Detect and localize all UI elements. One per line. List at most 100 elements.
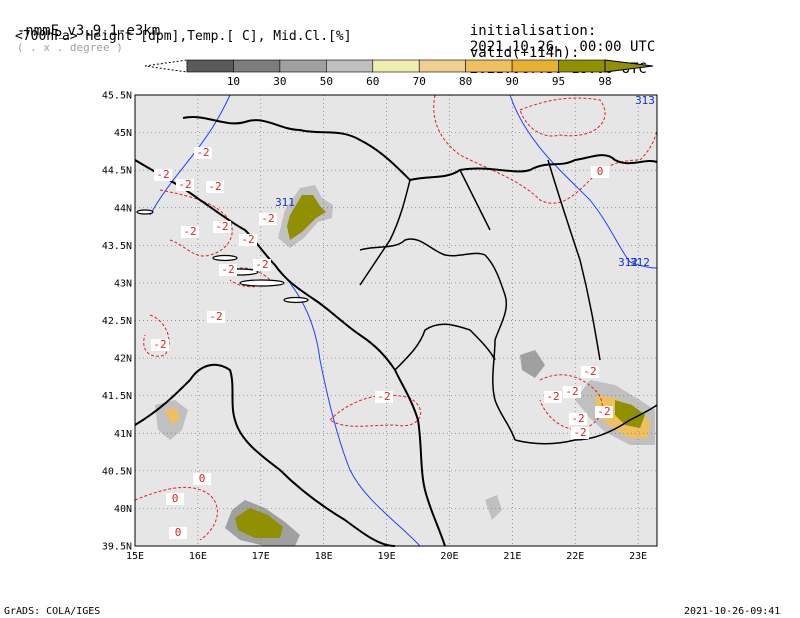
- temperature-contour-label: -2: [208, 180, 221, 193]
- lat-tick-label: 44N: [114, 203, 132, 214]
- colorbar-label: 80: [459, 75, 472, 88]
- colorbar-cell: [372, 59, 420, 73]
- lat-tick-label: 45N: [114, 128, 132, 139]
- lat-tick-label: 40.5N: [102, 466, 132, 477]
- greece-border: [514, 404, 658, 445]
- colorbar-cell: [233, 59, 281, 73]
- northern-border: [182, 116, 658, 182]
- temp-label-bg: [375, 391, 393, 403]
- temperature-contour-label: -2: [377, 390, 390, 403]
- colorbar-label: 70: [413, 75, 426, 88]
- temperature-contour: [159, 189, 233, 257]
- lon-tick-label: 22E: [566, 551, 584, 562]
- height-contour-label: 311: [275, 196, 295, 209]
- lon-tick-label: 18E: [315, 551, 333, 562]
- lon-tick-label: 15E: [126, 551, 144, 562]
- temperature-contour-label: 0: [597, 165, 604, 178]
- colorbar-cell: [558, 59, 606, 73]
- lat-tick-label: 40N: [114, 504, 132, 515]
- border-segment: [547, 159, 601, 361]
- colorbar: 10 30 50 60 70 80 90 95 98: [144, 59, 654, 88]
- temp-label-bg: [151, 339, 169, 351]
- height-contour-label: 313: [635, 94, 655, 107]
- colorbar-cell: [418, 59, 466, 73]
- temperature-contour-label: -2: [571, 412, 584, 425]
- temperature-contour: [329, 394, 422, 427]
- colorbar-cell: [465, 59, 513, 73]
- montenegro-border: [394, 323, 496, 371]
- cloud-patch: [520, 350, 545, 378]
- lon-tick-label: 17E: [252, 551, 270, 562]
- colorbar-label: 98: [598, 75, 611, 88]
- temperature-contour-label: -2: [153, 338, 166, 351]
- valid-label: valid(+114h):: [469, 45, 580, 61]
- height-contour: [509, 94, 658, 269]
- bosnia-border: [359, 179, 411, 286]
- temperature-contours: [134, 94, 658, 541]
- height-contours: [149, 94, 658, 547]
- lat-tick-label: 41N: [114, 429, 132, 440]
- colorbar-label: 50: [320, 75, 333, 88]
- cloud-patch: [165, 408, 180, 425]
- init-time: initialisation: 2021.10.26. 00:00 UTC: [453, 7, 655, 55]
- colorbar-label: 95: [552, 75, 565, 88]
- unit-hint: ( . x . degree ): [16, 41, 123, 54]
- temp-label-bg: [181, 226, 199, 238]
- cloud-cover-areas: [155, 185, 655, 546]
- temperature-contour-label: 0: [172, 492, 179, 505]
- colorbar-cell: [186, 59, 234, 73]
- temp-label-bg: [544, 391, 562, 403]
- footer-left: GrADS: COLA/IGES: [4, 606, 101, 617]
- cloud-patch: [485, 495, 502, 520]
- border-segment: [459, 169, 491, 231]
- cloud-patch: [615, 400, 645, 428]
- temperature-contour: [519, 97, 606, 137]
- lat-tick-label: 42N: [114, 354, 132, 365]
- albanian-coast: [394, 369, 446, 547]
- temp-label-bg: [595, 406, 613, 418]
- colorbar-low-arrow: [144, 59, 188, 73]
- temp-label-bg: [253, 259, 271, 271]
- serbia-border: [359, 238, 516, 441]
- temperature-contour-label: -2: [183, 225, 196, 238]
- temperature-contour-label: -2: [583, 365, 596, 378]
- temperature-contour-label: -2: [196, 146, 209, 159]
- footer-right: 2021-10-26-09:41: [684, 606, 781, 617]
- temperature-contour-label: 0: [199, 472, 206, 485]
- temp-label-bg: [169, 527, 187, 539]
- island: [283, 296, 309, 304]
- coastlines-borders: [134, 116, 658, 547]
- height-contour-label: 312: [618, 256, 638, 269]
- init-label: initialisation:: [469, 23, 597, 39]
- temp-label-bg: [207, 311, 225, 323]
- temp-label-bg: [239, 234, 257, 246]
- colorbar-label: 60: [366, 75, 379, 88]
- colorbar-cell: [326, 59, 374, 73]
- height-contour-label: 312: [630, 256, 650, 269]
- temp-label-bg: [581, 366, 599, 378]
- temperature-contour-label: -2: [178, 178, 191, 191]
- colorbar-high-arrow: [604, 59, 654, 73]
- temperature-contour: [433, 94, 658, 204]
- lat-tick-label: 41.5N: [102, 391, 132, 402]
- temp-label-bg: [219, 264, 237, 276]
- adriatic-coast-east: [134, 159, 396, 371]
- temp-label-bg: [193, 473, 211, 485]
- temp-label-bg: [259, 213, 277, 225]
- lat-tick-label: 39.5N: [102, 542, 132, 553]
- lon-tick-label: 23E: [629, 551, 647, 562]
- temp-label-bg: [176, 179, 194, 191]
- product-title: <700hPa> Height [dpm],Temp.[ C], Mid.Cl.…: [15, 29, 352, 44]
- temp-label-bg: [154, 169, 172, 181]
- colorbar-label: 10: [227, 75, 240, 88]
- lat-tick-label: 43.5N: [102, 241, 132, 252]
- temp-label-bg: [571, 427, 589, 439]
- lat-tick-label: 44.5N: [102, 166, 132, 177]
- temp-label-bg: [213, 221, 231, 233]
- island: [212, 254, 238, 262]
- temperature-contour-label: -2: [597, 405, 610, 418]
- colorbar-label: 30: [273, 75, 286, 88]
- temperature-contour-label: -2: [221, 263, 234, 276]
- lat-tick-label: 43N: [114, 278, 132, 289]
